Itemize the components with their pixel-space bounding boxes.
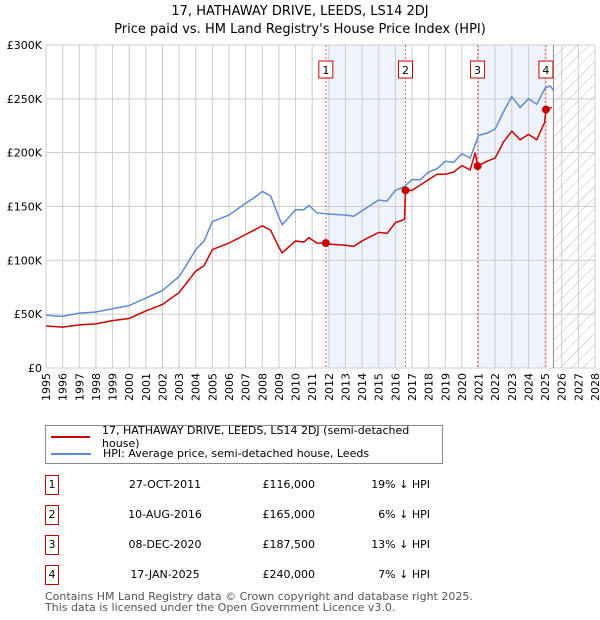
sale-hpi-diff: 13% ↓ HPI	[371, 538, 430, 551]
legend-item-property: 17, HATHAWAY DRIVE, LEEDS, LS14 2DJ (sem…	[46, 424, 442, 450]
x-tick-label: 2024	[522, 373, 535, 401]
sale-hpi-diff: 6% ↓ HPI	[378, 508, 430, 521]
x-tick-label: 2020	[456, 373, 469, 401]
sale-price: £187,500	[262, 538, 316, 551]
y-tick-label: £50K	[14, 308, 43, 321]
sale-label-number: 2	[402, 64, 409, 77]
x-tick-label: 2010	[290, 373, 303, 401]
x-tick-label: 2017	[406, 373, 419, 401]
sale-label-box	[398, 60, 414, 79]
chart-subtitle: Price paid vs. HM Land Registry's House …	[114, 22, 486, 37]
x-tick-label: 2023	[506, 373, 519, 401]
legend-label: 17, HATHAWAY DRIVE, LEEDS, LS14 2DJ (sem…	[102, 423, 410, 450]
x-tick-label: 1997	[73, 373, 86, 401]
sale-price: £240,000	[262, 568, 316, 581]
sale-number: 4	[45, 565, 59, 585]
y-tick-label: £300K	[7, 39, 43, 52]
x-tick-label: 2007	[240, 373, 253, 401]
hpi-line	[45, 84, 555, 318]
x-tick-label: 2016	[389, 373, 402, 401]
y-tick-label: £200K	[7, 147, 43, 160]
x-tick-label: 1998	[90, 373, 103, 401]
sale-label-box	[538, 60, 554, 79]
sale-label-number: 1	[322, 64, 329, 77]
x-tick-label: 2005	[206, 373, 219, 401]
footer-copyright: Contains HM Land Registry data © Crown c…	[45, 590, 473, 603]
x-tick-label: 1995	[40, 373, 53, 401]
sale-point	[321, 239, 330, 248]
sale-label-box	[318, 60, 334, 79]
x-tick-label: 2014	[356, 373, 369, 401]
blue-line-swatch	[51, 452, 91, 455]
sale-date: 17-JAN-2025	[130, 568, 200, 581]
x-tick-label: 2006	[223, 373, 236, 401]
x-tick-label: 2000	[123, 373, 136, 401]
x-tick-label: 2015	[373, 373, 386, 401]
x-tick-label: 1996	[57, 373, 70, 401]
x-tick-label: 2025	[539, 373, 552, 401]
sale-number: 3	[45, 535, 59, 555]
x-tick-label: 2026	[556, 373, 569, 401]
x-tick-label: 2009	[273, 373, 286, 401]
y-tick-label: £250K	[7, 93, 43, 106]
legend: 17, HATHAWAY DRIVE, LEEDS, LS14 2DJ (sem…	[45, 424, 443, 464]
x-tick-label: 1999	[107, 373, 120, 401]
sale-date: 27-OCT-2011	[128, 478, 202, 491]
red-line-swatch	[51, 435, 91, 438]
x-tick-label: 2013	[339, 373, 352, 401]
sale-hpi-diff: 19% ↓ HPI	[371, 478, 430, 491]
property-price-line	[45, 106, 553, 328]
price-chart: 1995 1996 1997 1998 1999 2000 2001 2002 2003 2004…	[7, 39, 600, 401]
x-tick-label: 2027	[572, 373, 585, 401]
y-tick-label: £150K	[7, 201, 43, 214]
x-tick-label: 2022	[489, 373, 502, 401]
x-tick-label: 2002	[156, 373, 169, 401]
x-tick-label: 2008	[256, 373, 269, 401]
sale-date: 08-DEC-2020	[128, 538, 202, 551]
sale-price: £116,000	[262, 478, 316, 491]
x-tick-label: 2003	[173, 373, 186, 401]
chart-title: 17, HATHAWAY DRIVE, LEEDS, LS14 2DJ	[171, 4, 429, 19]
sale-point	[541, 105, 550, 114]
x-tick-label: 2004	[190, 373, 203, 401]
sale-point	[473, 162, 482, 171]
legend-label: HPI: Average price, semi-detached house,…	[103, 447, 370, 460]
sale-price: £165,000	[262, 508, 316, 521]
y-tick-label: £100K	[7, 254, 43, 267]
x-tick-label: 2021	[473, 373, 486, 401]
sale-hpi-diff: 7% ↓ HPI	[378, 568, 430, 581]
sale-label-box	[470, 60, 486, 79]
y-tick-label: £0	[28, 362, 42, 375]
sale-label-number: 4	[542, 64, 549, 77]
sale-number: 2	[45, 505, 59, 525]
sale-label-number: 3	[474, 64, 481, 77]
legend-item-hpi: HPI: Average price, semi-detached house,…	[46, 445, 369, 462]
x-tick-label: 2028	[589, 373, 600, 401]
footer-licence: This data is licensed under the Open Gov…	[45, 601, 396, 614]
x-tick-label: 2001	[140, 373, 153, 401]
x-tick-label: 2012	[323, 373, 336, 401]
x-tick-label: 2019	[439, 373, 452, 401]
x-tick-label: 2011	[306, 373, 319, 401]
sale-number: 1	[45, 475, 59, 495]
sale-point	[401, 186, 410, 195]
sale-date: 10-AUG-2016	[128, 508, 202, 521]
x-tick-label: 2018	[423, 373, 436, 401]
